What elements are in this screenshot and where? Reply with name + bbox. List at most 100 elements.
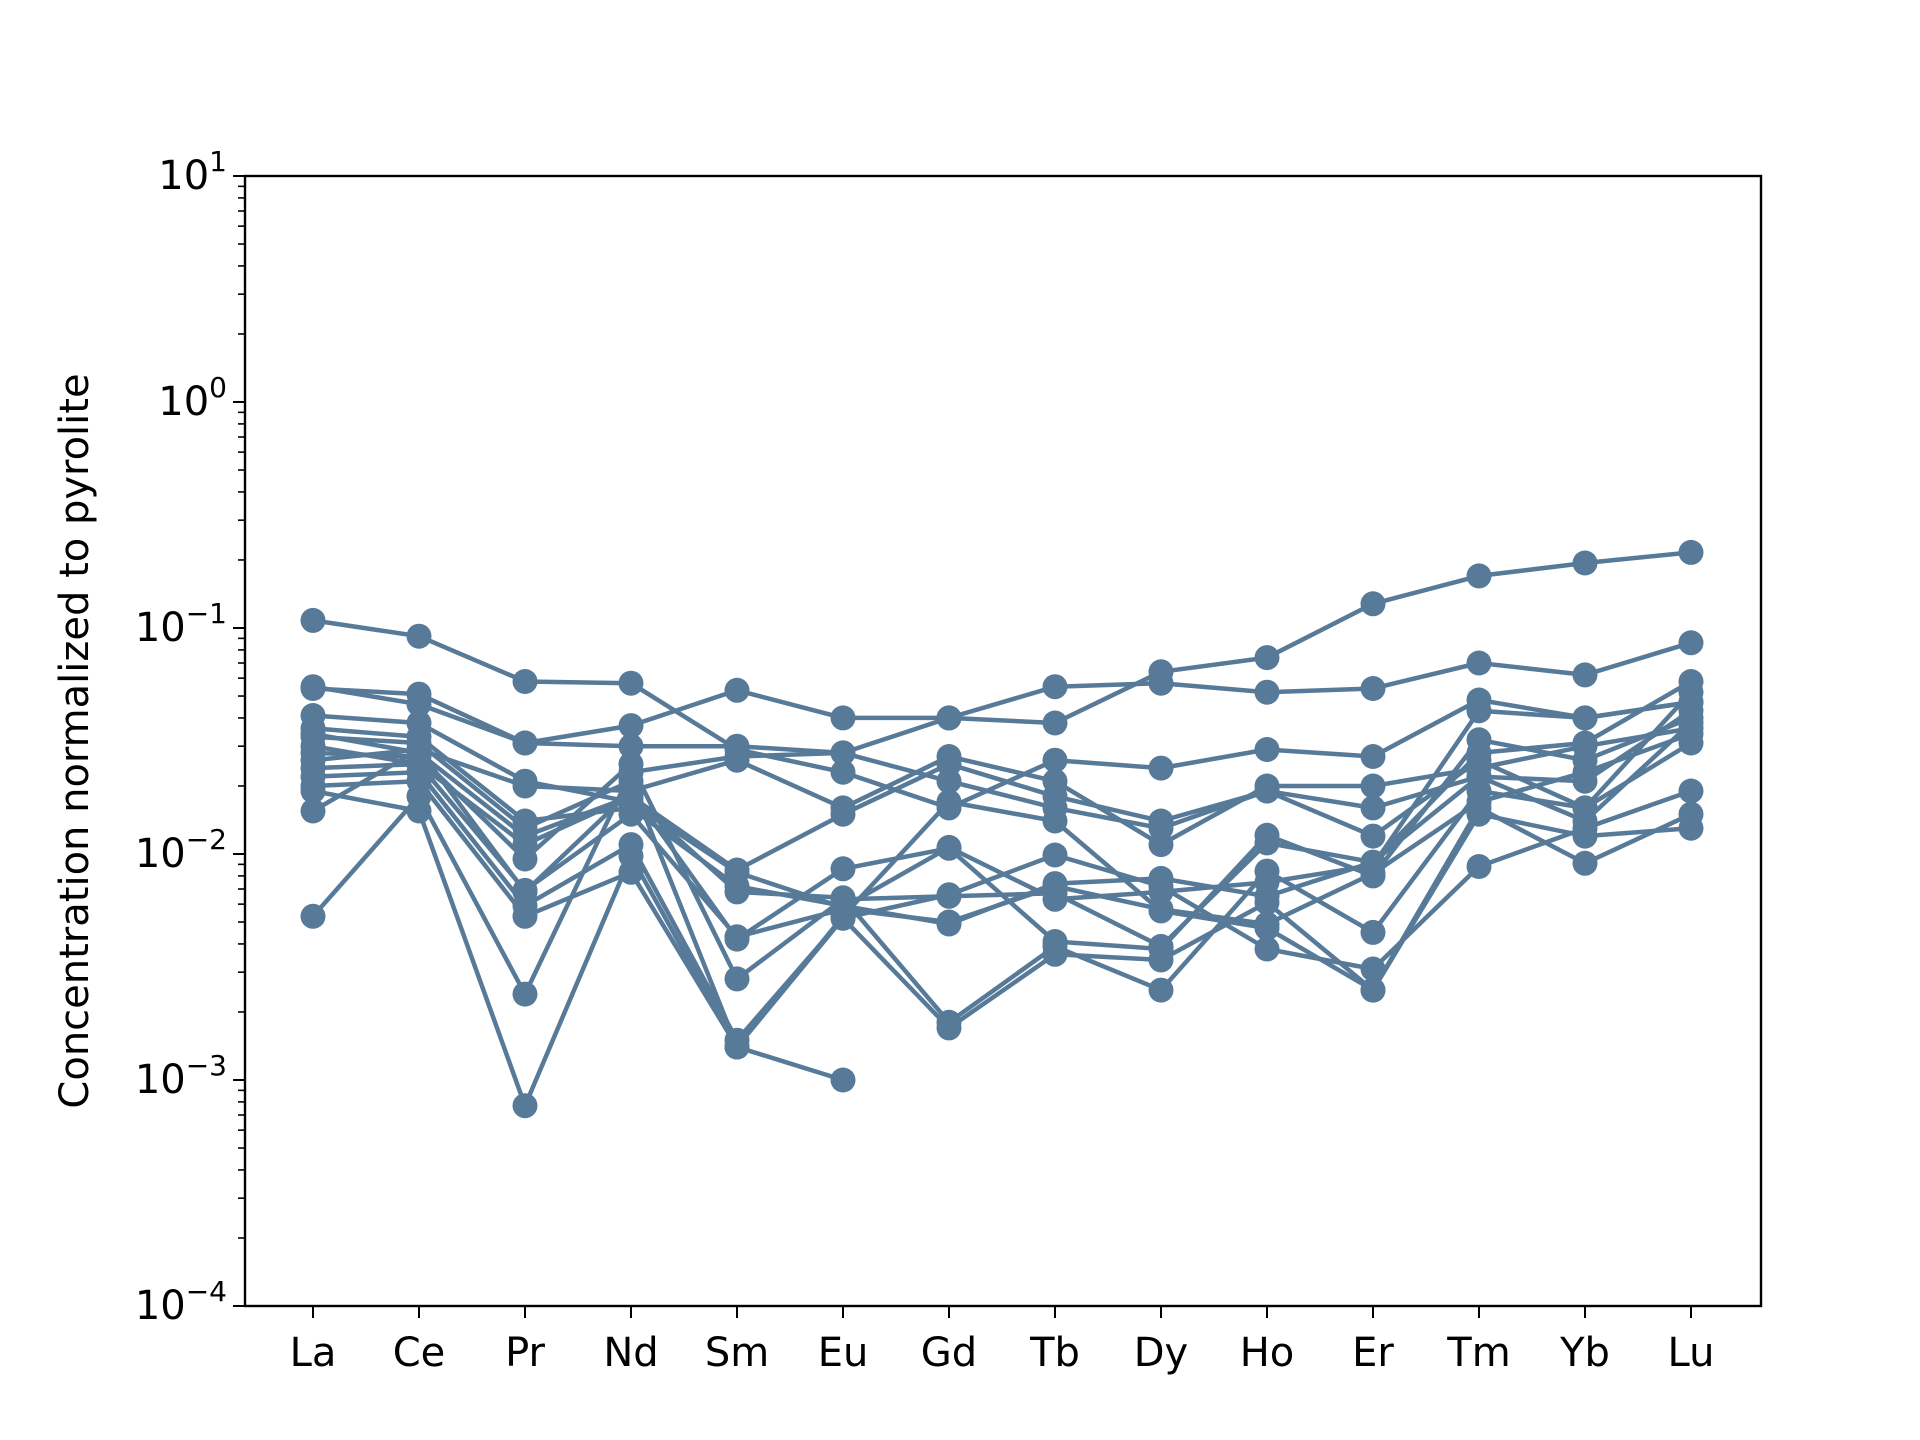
data-point (618, 843, 644, 869)
data-point (1466, 727, 1492, 753)
data-point (1678, 630, 1704, 656)
series-2 (300, 539, 1704, 756)
data-point (512, 981, 538, 1007)
data-point (1148, 896, 1174, 922)
data-point (1148, 873, 1174, 899)
series-line (310, 550, 1694, 746)
data-point (512, 730, 538, 756)
series-layer (300, 539, 1704, 1119)
data-point (300, 798, 326, 824)
series-12 (300, 778, 1704, 1119)
data-point (724, 879, 750, 905)
x-tick-label-sm: Sm (705, 1330, 769, 1376)
x-tick-label-tb: Tb (1029, 1330, 1080, 1376)
data-point (936, 882, 962, 908)
data-point (1254, 911, 1280, 937)
data-point (1042, 873, 1068, 899)
y-tick-label: 10−2 (135, 823, 227, 877)
data-point (512, 669, 538, 694)
series-line (310, 734, 846, 1083)
data-point (512, 1093, 538, 1119)
data-point (406, 623, 432, 649)
data-point (1254, 936, 1280, 962)
data-point (1360, 861, 1386, 886)
data-point (1148, 755, 1174, 781)
data-point (1254, 890, 1280, 915)
series-10 (300, 759, 1704, 1053)
series-6 (300, 724, 856, 1093)
data-point (1466, 698, 1492, 724)
series-line (310, 689, 1694, 873)
data-point (618, 759, 644, 785)
x-tick-label-lu: Lu (1668, 1330, 1715, 1376)
data-point (512, 877, 538, 903)
data-point (830, 705, 856, 731)
plot-frame (243, 174, 1763, 1308)
y-axis: 10−4 10−3 10−2 10−1 100 101 (135, 145, 245, 1329)
series-1 (300, 607, 1704, 821)
series-line (310, 640, 1694, 756)
data-point (618, 733, 644, 759)
data-point (1466, 650, 1492, 676)
y-tick-label: 10−1 (135, 597, 227, 651)
data-point (1466, 854, 1492, 879)
data-point (1042, 783, 1068, 809)
series-line (310, 769, 1694, 1043)
data-point (1148, 977, 1174, 1003)
data-point (936, 751, 962, 777)
data-point (1148, 947, 1174, 973)
data-point (406, 691, 432, 717)
data-point (618, 670, 644, 696)
y-tick-label: 101 (158, 145, 227, 199)
data-point (936, 909, 962, 935)
data-point (724, 857, 750, 883)
x-tick-label-eu: Eu (818, 1330, 869, 1376)
x-tick-label-yb: Yb (1559, 1330, 1610, 1376)
data-point (300, 903, 326, 929)
data-point (1042, 941, 1068, 967)
data-point (300, 607, 326, 633)
x-tick-label-la: La (290, 1330, 337, 1376)
data-point (1572, 733, 1598, 759)
data-point (1678, 778, 1704, 804)
series-line (310, 788, 1694, 1108)
data-point (1254, 858, 1280, 884)
data-point (1042, 674, 1068, 700)
data-point (512, 903, 538, 929)
series-line (310, 720, 1694, 997)
data-point (1360, 795, 1386, 821)
data-point (1572, 550, 1598, 576)
data-point (724, 677, 750, 703)
data-point (1360, 773, 1386, 799)
series-3 (300, 630, 1704, 766)
data-point (618, 713, 644, 739)
data-point (830, 1067, 856, 1093)
x-tick-label-tm: Tm (1446, 1330, 1510, 1376)
x-tick-label-dy: Dy (1134, 1330, 1188, 1376)
data-point (1360, 919, 1386, 945)
data-point (1148, 808, 1174, 834)
data-point (936, 768, 962, 794)
data-point (936, 705, 962, 731)
data-point (618, 801, 644, 827)
data-point (1254, 778, 1280, 804)
data-point (936, 835, 962, 861)
data-point (300, 674, 326, 700)
data-point (300, 733, 326, 759)
x-tick-label-ho: Ho (1240, 1330, 1295, 1376)
data-point (724, 924, 750, 950)
series-16 (300, 721, 1704, 950)
data-point (1572, 759, 1598, 785)
series-line (310, 731, 1694, 940)
data-point (1466, 747, 1492, 773)
data-point (724, 966, 750, 992)
data-point (1678, 539, 1704, 565)
data-point (406, 751, 432, 777)
data-point (830, 801, 856, 827)
data-point (1042, 842, 1068, 868)
data-point (724, 1034, 750, 1060)
data-point (830, 856, 856, 882)
data-point (1572, 795, 1598, 821)
